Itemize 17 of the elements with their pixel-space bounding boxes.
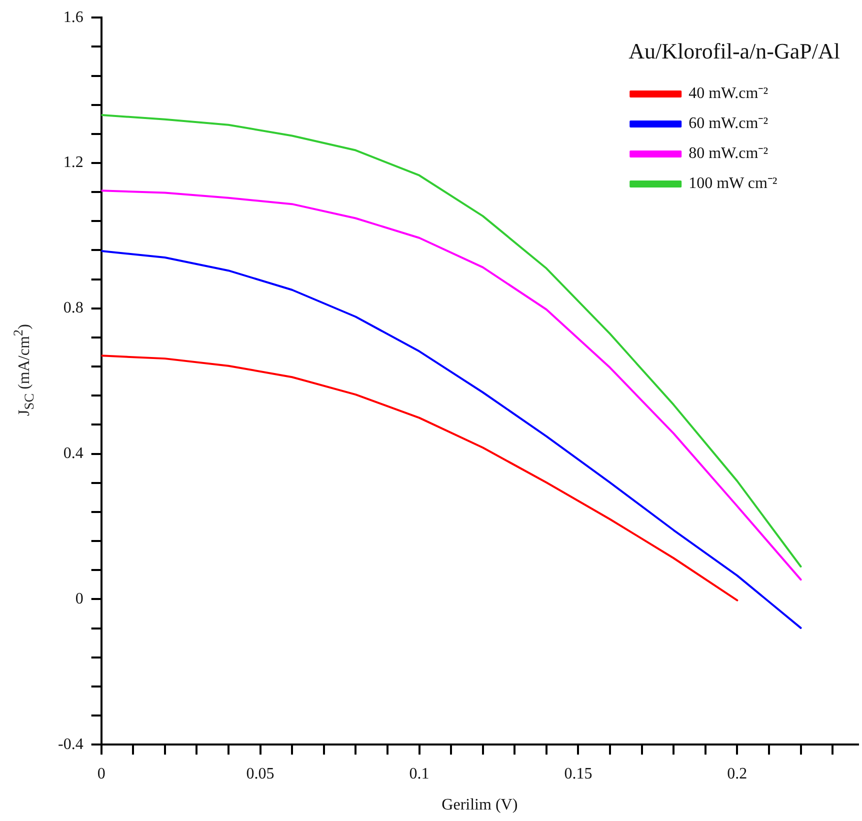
legend-label: 100 mW cm⁻² xyxy=(688,175,778,192)
x-tick-label: 0.2 xyxy=(727,765,748,782)
y-tick-label: 0 xyxy=(75,590,84,608)
y-tick-label: 1.6 xyxy=(63,8,84,26)
y-tick-label: 1.2 xyxy=(63,154,84,172)
x-tick-label: 0.05 xyxy=(246,765,274,782)
y-tick-label: -0.4 xyxy=(58,736,84,753)
y-tick-label: 0.8 xyxy=(63,300,84,317)
legend-label: 40 mW.cm⁻² xyxy=(688,85,768,102)
legend-label: 60 mW.cm⁻² xyxy=(688,115,768,132)
legend-label: 80 mW.cm⁻² xyxy=(688,145,768,162)
x-tick-label: 0.1 xyxy=(409,765,430,782)
x-tick-label: 0 xyxy=(97,765,106,782)
x-axis-title: Gerilim (V) xyxy=(442,796,518,814)
y-tick-label: 0.4 xyxy=(63,445,84,462)
x-tick-label: 0.15 xyxy=(564,765,592,782)
legend-title: Au/Klorofil-a/n-GaP/Al xyxy=(628,38,840,64)
